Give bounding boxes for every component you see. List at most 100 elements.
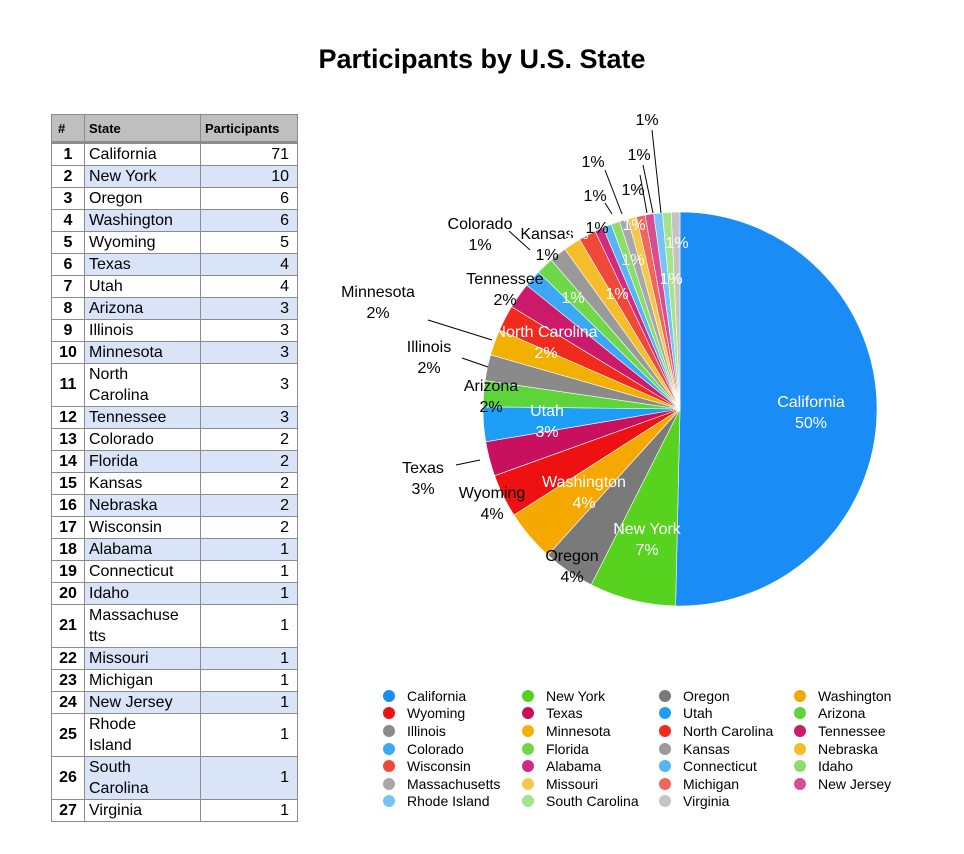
table-row: 25 Rhode Island 1 <box>51 713 298 757</box>
state-cell: Connecticut <box>84 560 201 583</box>
legend-swatch <box>794 777 806 790</box>
legend-swatch <box>794 742 806 755</box>
leader-line <box>461 357 489 368</box>
legend-item: South Carolina <box>522 793 659 811</box>
legend-item: Massachusetts <box>383 775 522 793</box>
table-header-row: # State Participants <box>51 114 298 143</box>
legend-label: Minnesota <box>546 722 611 739</box>
pie-slice-virginia <box>670 211 681 410</box>
slice-label: California 50% <box>777 394 845 432</box>
table-row: 24 New Jersey 1 <box>51 691 298 714</box>
legend-item: California <box>383 687 522 705</box>
table-row: 12 Tennessee 3 <box>51 406 298 429</box>
legend-swatch <box>383 724 395 737</box>
leader-line <box>604 202 613 215</box>
slice-label: Kansas 1% <box>520 226 573 264</box>
legend-item: Colorado <box>383 740 522 758</box>
legend-item: Arizona <box>794 705 934 723</box>
state-cell: Tennessee <box>84 406 201 429</box>
legend-label: New York <box>546 687 606 704</box>
legend-item: Florida <box>522 740 659 758</box>
leader-line <box>651 129 662 214</box>
legend-item: Kansas <box>659 740 794 758</box>
participants-cell: 1 <box>200 713 298 757</box>
legend-label: Arizona <box>818 705 866 722</box>
legend-label: Idaho <box>818 758 854 775</box>
rank-cell: 18 <box>51 538 85 561</box>
slice-label: Tennessee 2% <box>466 271 543 309</box>
state-cell: Nebraska <box>84 494 201 517</box>
table-row: 15 Kansas 2 <box>51 472 298 495</box>
header-rank: # <box>51 114 85 143</box>
legend-swatch <box>522 795 534 808</box>
legend-swatch <box>522 724 534 737</box>
legend-swatch <box>383 742 395 755</box>
table-row: 23 Michigan 1 <box>51 669 298 692</box>
legend-item: Connecticut <box>659 757 794 775</box>
legend-swatch <box>383 760 395 773</box>
rank-cell: 21 <box>51 604 85 648</box>
chart-title: Participants by U.S. State <box>318 44 646 74</box>
legend-swatch <box>383 707 395 720</box>
slice-label: North Carolina 2% <box>494 324 597 362</box>
state-cell: Colorado <box>84 428 201 451</box>
legend-swatch <box>659 795 671 808</box>
legend-item: New Jersey <box>794 775 934 793</box>
leader-line <box>455 459 481 466</box>
legend-item: Illinois <box>383 722 522 740</box>
slice-label: 1% <box>621 182 644 199</box>
slice-label: 1% <box>583 188 606 205</box>
legend-label: Tennessee <box>818 722 886 739</box>
legend-item: Idaho <box>794 757 934 775</box>
slice-label: 1% <box>581 154 604 171</box>
table-row: 4 Washington 6 <box>51 209 298 232</box>
rank-cell: 13 <box>51 428 85 451</box>
legend-item: Texas <box>522 705 659 723</box>
legend-swatch <box>383 689 395 702</box>
slice-label: Illinois 2% <box>407 339 451 377</box>
table-row: 27 Virginia 1 <box>51 799 298 822</box>
legend-label: Virginia <box>683 793 730 810</box>
slice-label: Oregon 4% <box>545 548 598 586</box>
table-row: 26 South Carolina 1 <box>51 756 298 800</box>
leader-line <box>604 169 623 215</box>
state-cell: Michigan <box>84 669 201 692</box>
legend-label: Nebraska <box>818 740 878 757</box>
legend-swatch <box>659 777 671 790</box>
slice-label: 1% <box>635 112 658 129</box>
legend-swatch <box>659 689 671 702</box>
header-participants: Participants <box>200 114 298 143</box>
legend-item: Rhode Island <box>383 793 522 811</box>
state-cell: Washington <box>84 209 201 232</box>
legend-swatch <box>794 689 806 702</box>
table-row: 10 Minnesota 3 <box>51 341 298 364</box>
legend-swatch <box>383 795 395 808</box>
legend-label: Illinois <box>407 722 446 739</box>
legend-swatch <box>522 777 534 790</box>
legend-swatch <box>659 742 671 755</box>
legend-item: New York <box>522 687 659 705</box>
leader-line <box>639 174 648 214</box>
table-row: 19 Connecticut 1 <box>51 560 298 583</box>
legend-label: Oregon <box>683 687 730 704</box>
state-cell: Wyoming <box>84 231 201 254</box>
rank-cell: 27 <box>51 799 85 822</box>
slice-label: 1% <box>585 220 608 237</box>
participants-cell: 6 <box>200 209 298 232</box>
table-row: 2 New York 10 <box>51 165 298 188</box>
participants-cell: 1 <box>200 538 298 561</box>
slice-label: 1% <box>565 226 588 243</box>
rank-cell: 26 <box>51 756 85 800</box>
table-row: 13 Colorado 2 <box>51 428 298 451</box>
slice-label: Colorado 1% <box>448 216 513 254</box>
table-row: 14 Florida 2 <box>51 450 298 473</box>
slice-label: 1% <box>605 286 628 303</box>
participants-cell: 1 <box>200 669 298 692</box>
chart-legend: California New York Oregon Washington Wyomin… <box>383 687 943 810</box>
rank-cell: 24 <box>51 691 85 714</box>
table-row: 5 Wyoming 5 <box>51 231 298 254</box>
slice-label: Washington 4% <box>542 474 626 512</box>
legend-item: Nebraska <box>794 740 934 758</box>
participants-cell: 1 <box>200 647 298 670</box>
